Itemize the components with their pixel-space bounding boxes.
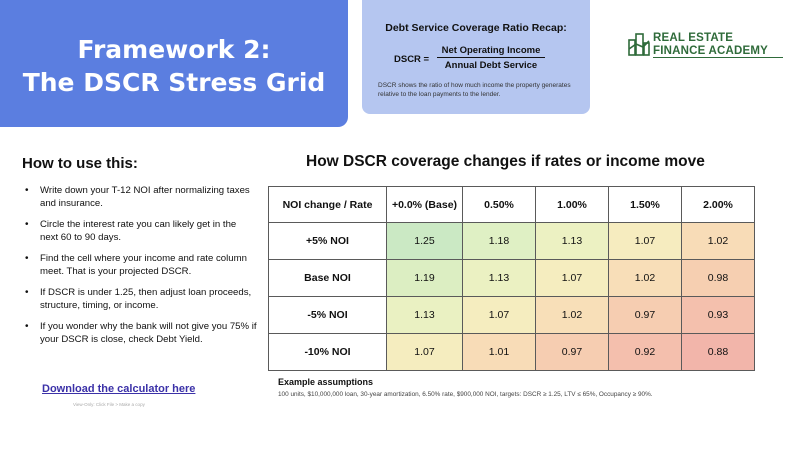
page-title-line1: Framework 2: bbox=[77, 35, 271, 64]
dscr-cell: 1.13 bbox=[462, 259, 536, 297]
dscr-cell: 1.13 bbox=[535, 222, 609, 260]
formula-numerator: Net Operating Income bbox=[437, 45, 545, 58]
recap-heading: Debt Service Coverage Ratio Recap: bbox=[385, 22, 567, 34]
dscr-cell: 1.25 bbox=[386, 222, 463, 260]
dscr-cell: 0.93 bbox=[681, 296, 755, 334]
logo-line2: FINANCE ACADEMY bbox=[653, 44, 769, 57]
title-panel: Framework 2: The DSCR Stress Grid bbox=[0, 0, 348, 127]
noi-row-label: -10% NOI bbox=[268, 333, 387, 371]
howto-step: If DSCR is under 1.25, then adjust loan … bbox=[22, 287, 257, 312]
formula-denominator: Annual Debt Service bbox=[444, 60, 538, 71]
formula-fraction: Net Operating Income Annual Debt Service bbox=[437, 45, 545, 71]
dscr-cell: 1.07 bbox=[386, 333, 463, 371]
noi-row-label: Base NOI bbox=[268, 259, 387, 297]
dscr-cell: 1.07 bbox=[462, 296, 536, 334]
formula-lhs: DSCR = bbox=[394, 54, 430, 65]
table-row: Base NOI 1.19 1.13 1.07 1.02 0.98 bbox=[268, 259, 755, 297]
dscr-cell: 1.02 bbox=[681, 222, 755, 260]
noi-row-label: -5% NOI bbox=[268, 296, 387, 334]
noi-row-label: +5% NOI bbox=[268, 222, 387, 260]
assumptions-text: 100 units, $10,000,000 loan, 30-year amo… bbox=[278, 391, 653, 398]
assumptions-heading: Example assumptions bbox=[278, 377, 374, 387]
dscr-cell: 0.97 bbox=[608, 296, 682, 334]
dscr-cell: 0.92 bbox=[608, 333, 682, 371]
download-subtext: View-Only: Click File > Make a copy bbox=[73, 402, 145, 407]
howto-step: Write down your T-12 NOI after normalizi… bbox=[22, 185, 257, 210]
dscr-cell: 1.07 bbox=[608, 222, 682, 260]
dscr-cell: 0.97 bbox=[535, 333, 609, 371]
howto-steps: Write down your T-12 NOI after normalizi… bbox=[22, 185, 257, 355]
howto-step: If you wonder why the bank will not give… bbox=[22, 321, 257, 346]
table-row: -10% NOI 1.07 1.01 0.97 0.92 0.88 bbox=[268, 333, 755, 371]
download-calculator-link[interactable]: Download the calculator here bbox=[42, 383, 196, 395]
dscr-cell: 1.19 bbox=[386, 259, 463, 297]
dscr-recap-panel: Debt Service Coverage Ratio Recap: DSCR … bbox=[362, 0, 590, 114]
dscr-cell: 1.02 bbox=[535, 296, 609, 334]
dscr-stress-grid: NOI change / Rate +0.0% (Base) 0.50% 1.0… bbox=[268, 186, 755, 371]
rate-header: 1.00% bbox=[535, 186, 609, 223]
grid-title: How DSCR coverage changes if rates or in… bbox=[306, 153, 705, 170]
logo-text: REAL ESTATE FINANCE ACADEMY bbox=[653, 32, 768, 57]
table-row: +5% NOI 1.25 1.18 1.13 1.07 1.02 bbox=[268, 222, 755, 260]
dscr-cell: 1.07 bbox=[535, 259, 609, 297]
page-title-line2: The DSCR Stress Grid bbox=[22, 68, 326, 97]
dscr-cell: 1.18 bbox=[462, 222, 536, 260]
dscr-cell: 1.01 bbox=[462, 333, 536, 371]
table-row: -5% NOI 1.13 1.07 1.02 0.97 0.93 bbox=[268, 296, 755, 334]
grid-header-row: NOI change / Rate +0.0% (Base) 0.50% 1.0… bbox=[268, 186, 755, 223]
logo-line1: REAL ESTATE bbox=[653, 32, 734, 44]
logo-underline bbox=[653, 57, 783, 58]
building-logo-icon bbox=[628, 33, 650, 56]
recap-note: DSCR shows the ratio of how much income … bbox=[378, 82, 571, 98]
dscr-cell: 0.98 bbox=[681, 259, 755, 297]
howto-heading: How to use this: bbox=[22, 155, 138, 172]
grid-corner-header: NOI change / Rate bbox=[268, 186, 387, 223]
howto-step: Find the cell where your income and rate… bbox=[22, 253, 257, 278]
academy-logo: REAL ESTATE FINANCE ACADEMY bbox=[628, 30, 788, 60]
dscr-cell: 1.13 bbox=[386, 296, 463, 334]
dscr-formula: DSCR = Net Operating Income Annual Debt … bbox=[362, 45, 590, 75]
rate-header: +0.0% (Base) bbox=[386, 186, 463, 223]
rate-header: 1.50% bbox=[608, 186, 682, 223]
rate-header: 2.00% bbox=[681, 186, 755, 223]
dscr-cell: 1.02 bbox=[608, 259, 682, 297]
dscr-cell: 0.88 bbox=[681, 333, 755, 371]
rate-header: 0.50% bbox=[462, 186, 536, 223]
howto-step: Circle the interest rate you can likely … bbox=[22, 219, 257, 244]
